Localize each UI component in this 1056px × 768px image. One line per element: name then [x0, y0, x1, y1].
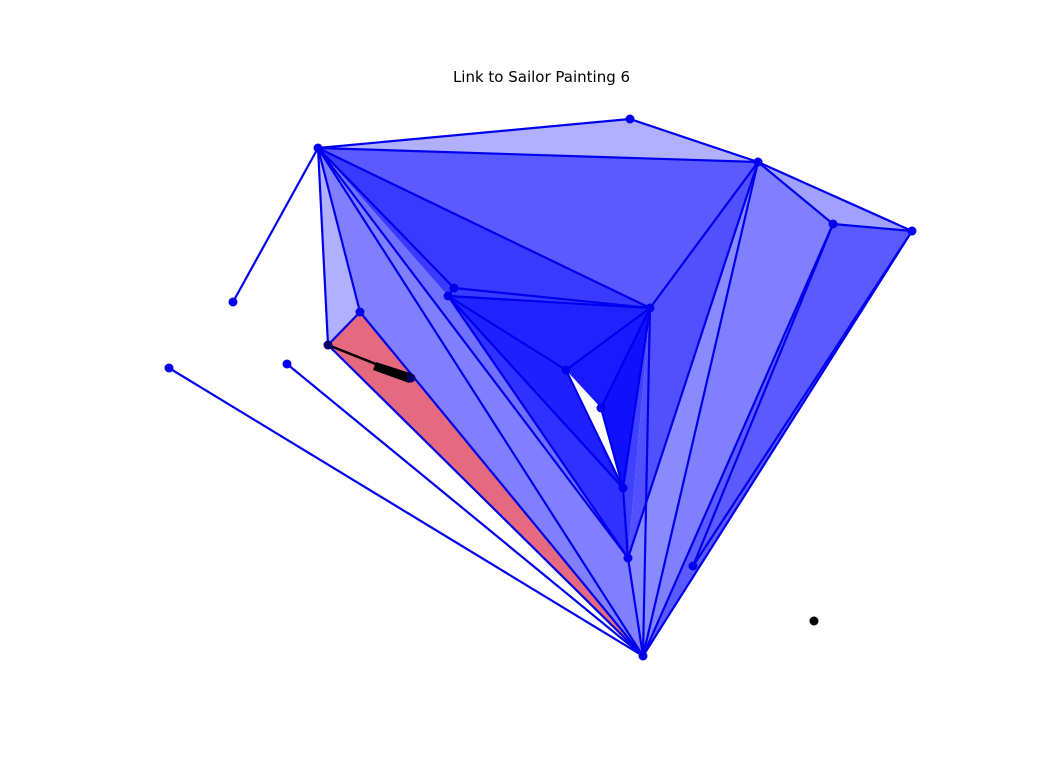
edge[interactable]: [317, 147, 651, 309]
face[interactable]: [318, 148, 758, 308]
edge[interactable]: [641, 223, 835, 657]
edge[interactable]: [565, 369, 624, 489]
edge[interactable]: [447, 295, 567, 371]
edge[interactable]: [832, 222, 913, 233]
graph-node[interactable]: [645, 303, 655, 313]
edge[interactable]: [641, 307, 652, 657]
edge[interactable]: [691, 223, 835, 567]
edge[interactable]: [565, 307, 651, 371]
edge-layer: [168, 117, 913, 657]
drag-pointer: [327, 343, 413, 383]
face-layer: [318, 119, 912, 656]
graph-node[interactable]: [406, 373, 416, 383]
edge[interactable]: [327, 311, 361, 346]
graph-node-selected[interactable]: [323, 340, 333, 350]
edge[interactable]: [232, 147, 319, 303]
edge[interactable]: [359, 311, 644, 657]
graph-node[interactable]: [164, 363, 174, 373]
face[interactable]: [601, 308, 650, 488]
face[interactable]: [566, 308, 650, 408]
edge[interactable]: [447, 294, 651, 310]
node-layer: [164, 114, 917, 661]
edge[interactable]: [621, 487, 630, 559]
edge[interactable]: [317, 146, 759, 164]
edge[interactable]: [317, 147, 455, 289]
target-dot[interactable]: [809, 616, 819, 626]
face[interactable]: [643, 162, 833, 656]
graph-node[interactable]: [313, 143, 323, 153]
graph-node[interactable]: [688, 561, 698, 571]
graph-node[interactable]: [828, 219, 838, 229]
graph-node[interactable]: [596, 403, 606, 413]
edge[interactable]: [599, 407, 625, 489]
face[interactable]: [628, 162, 758, 656]
graph-node[interactable]: [618, 483, 628, 493]
face[interactable]: [623, 308, 650, 558]
edge[interactable]: [286, 363, 644, 657]
edge[interactable]: [316, 147, 362, 313]
edge[interactable]: [629, 117, 759, 164]
edge[interactable]: [453, 286, 651, 310]
puzzle-title: Link to Sailor Painting 6: [452, 68, 631, 86]
edge[interactable]: [642, 230, 913, 657]
edge[interactable]: [649, 161, 759, 309]
graph-node[interactable]: [282, 359, 292, 369]
edge[interactable]: [447, 295, 629, 559]
edge[interactable]: [692, 230, 913, 567]
graph-node[interactable]: [561, 365, 571, 375]
edge[interactable]: [641, 161, 760, 657]
edge[interactable]: [626, 557, 645, 657]
face[interactable]: [318, 148, 360, 345]
edge[interactable]: [757, 161, 834, 225]
graph-node[interactable]: [625, 114, 635, 124]
pointer-arrowhead: [373, 362, 413, 383]
edge[interactable]: [317, 117, 631, 150]
graph-node[interactable]: [753, 157, 763, 167]
highlighted-face[interactable]: [328, 312, 643, 656]
graph-node[interactable]: [623, 553, 633, 563]
edge[interactable]: [600, 307, 651, 409]
graph-node[interactable]: [228, 297, 238, 307]
edge[interactable]: [447, 295, 624, 489]
edge[interactable]: [317, 147, 644, 657]
edge[interactable]: [327, 344, 644, 657]
edge[interactable]: [317, 147, 629, 559]
graph-node[interactable]: [449, 283, 459, 293]
edge[interactable]: [168, 367, 644, 657]
edge[interactable]: [621, 307, 652, 489]
edge[interactable]: [316, 147, 330, 346]
edge[interactable]: [626, 161, 760, 559]
graph-node[interactable]: [638, 651, 648, 661]
edge[interactable]: [757, 160, 913, 233]
graph-node[interactable]: [907, 226, 917, 236]
graph-node[interactable]: [355, 307, 365, 317]
graph-node[interactable]: [443, 291, 453, 301]
face[interactable]: [448, 296, 650, 370]
